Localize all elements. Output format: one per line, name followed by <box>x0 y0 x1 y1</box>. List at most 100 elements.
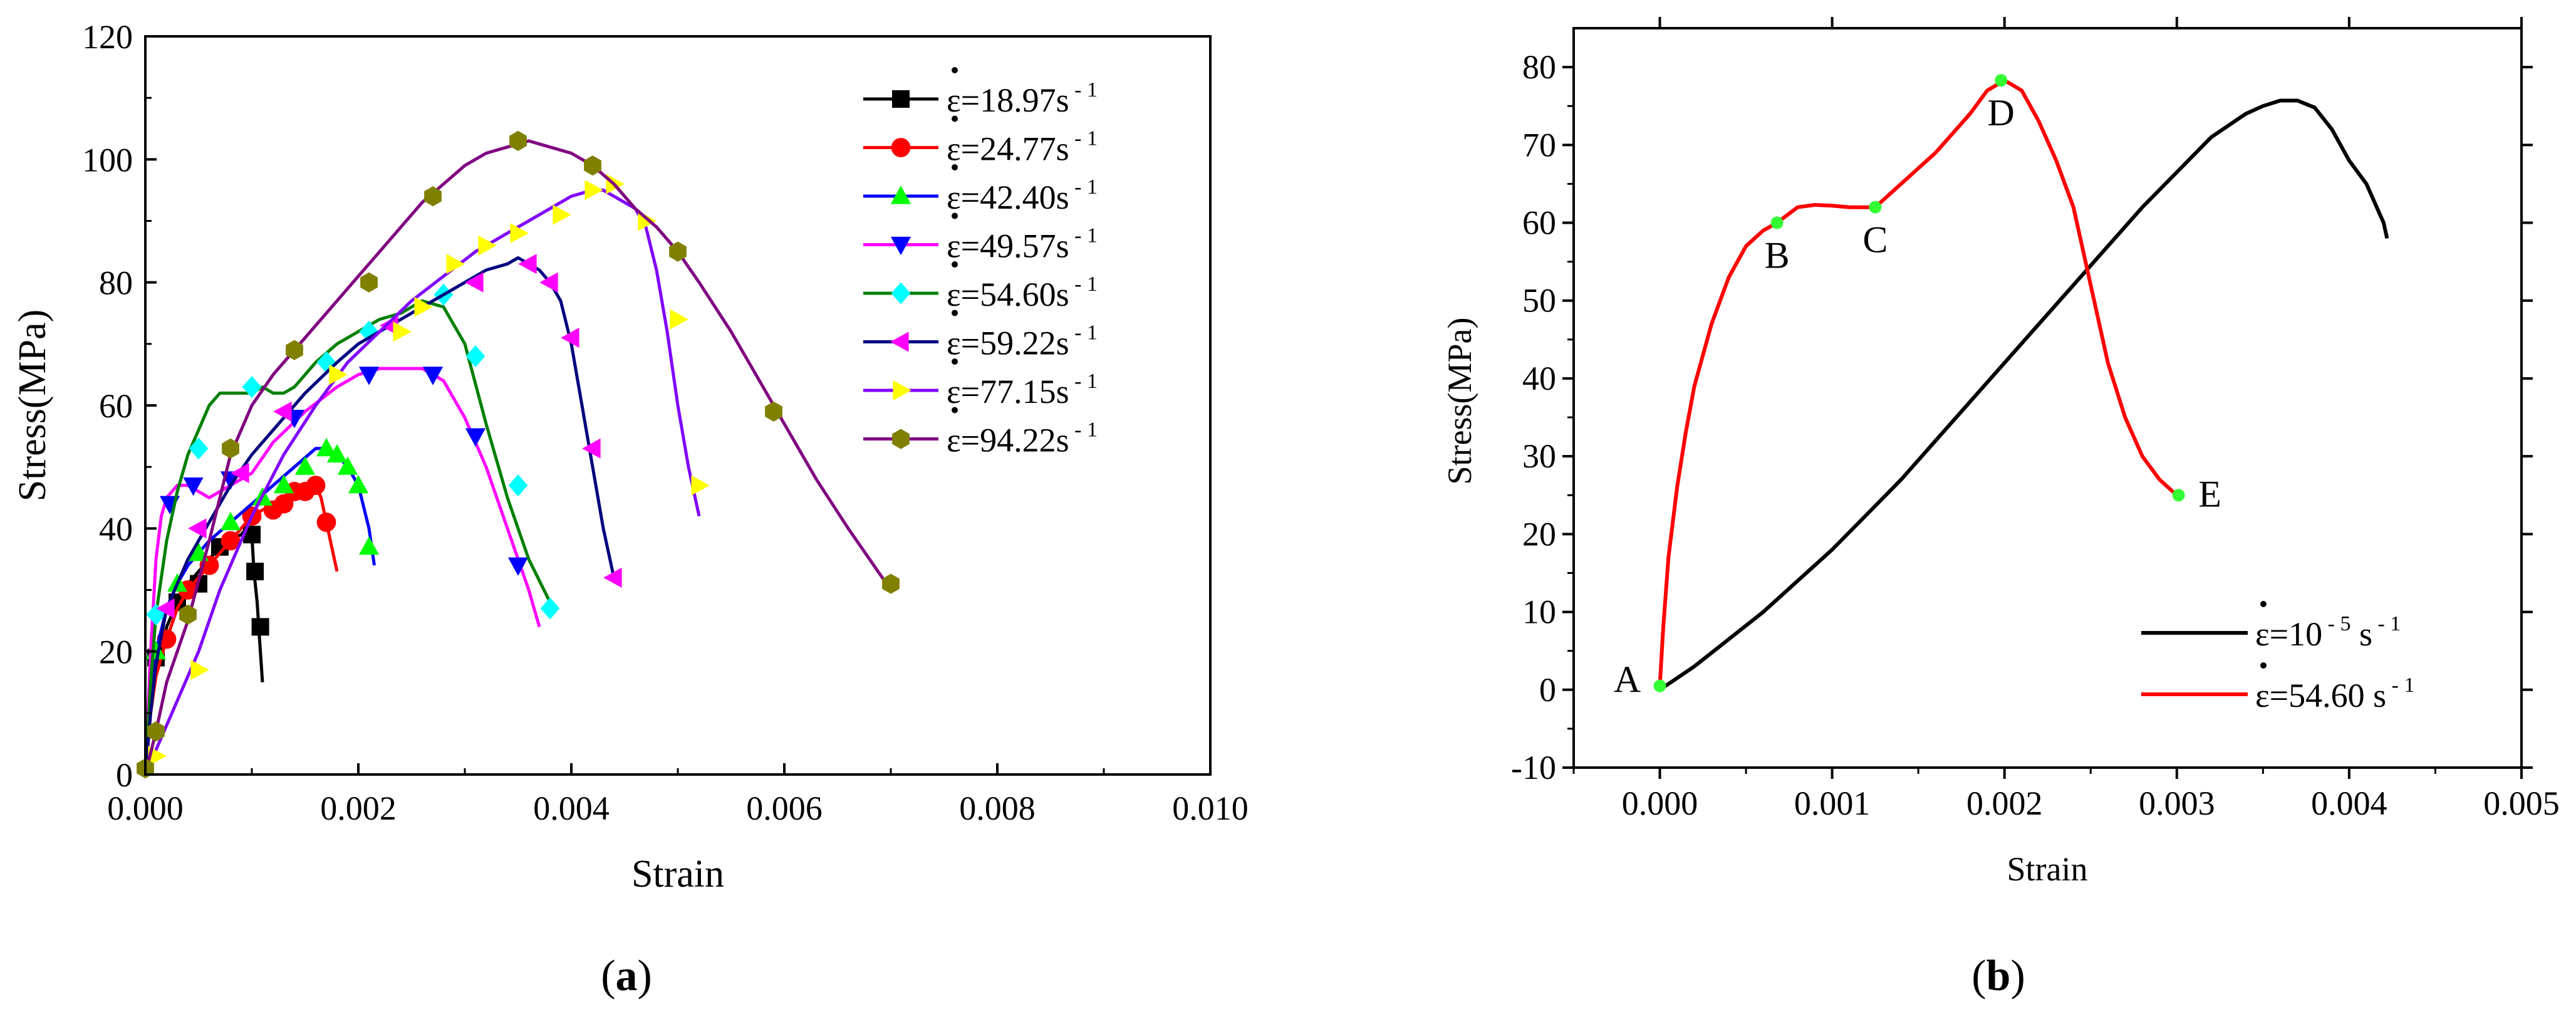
key-point-label: B <box>1765 235 1790 276</box>
data-point <box>147 721 165 742</box>
data-point <box>691 475 710 496</box>
panel-b-chart: 0.000 0.001 0.002 0.003 0.004 0.005 -10 0 10 20 30… <box>1441 17 2560 1000</box>
data-point <box>553 204 571 225</box>
legend-rate-dot <box>952 358 958 365</box>
data-point <box>669 241 687 262</box>
panel-b-x-tick-label: 0.002 <box>1966 785 2043 822</box>
panel-a-chart: 0.000 0.002 0.004 0.006 0.008 0.010 0 20 40 60 80 1… <box>11 18 1249 1000</box>
legend-marker <box>890 331 909 352</box>
data-point <box>582 438 601 459</box>
legend-rate-dot <box>952 164 958 170</box>
legend-rate-dot <box>952 212 958 219</box>
legend-label: ε=24.77s - 1 <box>947 127 1098 168</box>
panel-b-series-line <box>1658 78 2178 686</box>
legend-label: ε=77.15s - 1 <box>947 370 1098 410</box>
panel-b-label-letter: b <box>1987 952 2011 1000</box>
legend-label: ε=49.57s - 1 <box>947 224 1098 265</box>
panel-b-x-tick-label: 0.003 <box>2139 785 2215 822</box>
legend-rate-dot <box>2260 601 2267 607</box>
panel-a-x-tick-label: 0.004 <box>533 790 610 827</box>
panel-b-x-tick-label: 0.001 <box>1794 785 1871 822</box>
legend-marker <box>893 380 911 401</box>
data-point <box>509 130 527 151</box>
data-point <box>242 376 262 398</box>
data-point <box>348 474 369 494</box>
key-point-label: C <box>1862 219 1888 261</box>
panel-a-label-letter: a <box>616 952 638 1000</box>
data-point <box>316 513 336 532</box>
data-point <box>189 437 209 460</box>
panel-a-y-axis-title: Stress(MPa) <box>11 310 54 502</box>
data-point <box>146 603 166 626</box>
panel-b-legend: ε=10 - 5 s - 1 ε=54.60 s - 1 <box>2141 601 2414 714</box>
data-point <box>393 321 412 342</box>
legend-label: ε=54.60s - 1 <box>947 273 1098 313</box>
legend-marker <box>890 185 911 204</box>
key-point-E <box>2172 489 2185 502</box>
data-point <box>670 309 688 330</box>
data-point <box>294 456 316 475</box>
data-point <box>326 444 348 463</box>
key-point-label: A <box>1614 659 1641 701</box>
key-point-A <box>1653 679 1666 692</box>
panel-b-y-tick-label: 70 <box>1522 126 1556 164</box>
data-point <box>507 557 529 576</box>
panel-a-legend: ε=18.97s - 1 ε=24.77s - 1 ε=42.40s - 1 ε=49… <box>863 67 1098 459</box>
legend-label: ε=42.40s - 1 <box>947 175 1098 216</box>
data-point <box>422 367 444 385</box>
panel-b-x-axis-title: Strain <box>2007 850 2088 888</box>
data-point <box>765 401 782 422</box>
data-point <box>424 186 442 207</box>
data-point <box>584 155 601 176</box>
data-point <box>465 428 486 447</box>
panel-a-y-tick-label: 40 <box>99 510 133 548</box>
panel-b-y-tick-label: 0 <box>1539 671 1556 709</box>
panel-a-x-tick-label: 0.008 <box>959 790 1036 827</box>
panel-a-y-tick-label: 80 <box>99 264 133 302</box>
data-point <box>465 272 484 293</box>
legend-marker <box>891 138 911 157</box>
panel-b-label: (b) <box>1971 952 2025 1000</box>
panel-b-y-tick-label: 30 <box>1522 437 1556 475</box>
panel-a-series-group <box>137 130 900 779</box>
panel-a-series-77.15 <box>143 174 710 775</box>
data-point <box>518 254 537 274</box>
data-point <box>273 474 294 494</box>
data-point <box>286 340 303 360</box>
data-point <box>465 345 486 367</box>
panel-b-y-tick-label: 60 <box>1522 204 1556 242</box>
panel-a-x-tick-label: 0.002 <box>320 790 397 827</box>
data-point <box>273 401 292 422</box>
legend-label: ε=18.97s - 1 <box>947 78 1098 119</box>
legend-label: ε=59.22s - 1 <box>947 321 1098 362</box>
key-point-B <box>1770 216 1784 229</box>
data-point <box>222 438 239 459</box>
data-point <box>156 598 175 619</box>
legend-rate-dot <box>952 67 958 73</box>
data-point <box>478 235 497 256</box>
panel-a-x-tick-label: 0.000 <box>107 790 184 827</box>
data-point <box>360 272 378 293</box>
panel-a-y-tick-label: 0 <box>116 756 133 794</box>
panel-a-y-tick-label: 20 <box>99 634 133 671</box>
legend-rate-dot <box>952 261 958 268</box>
data-point <box>329 364 348 385</box>
panel-a-x-tick-label: 0.010 <box>1172 790 1249 827</box>
panel-b-y-tick-label: 20 <box>1522 515 1556 553</box>
data-point <box>561 327 579 348</box>
panel-b-y-tick-label: -10 <box>1511 749 1556 786</box>
panel-b-key-points: A B C D E <box>1614 74 2221 701</box>
panel-a-x-axis-title: Strain <box>631 853 724 895</box>
panel-a-axes: 0.000 0.002 0.004 0.006 0.008 0.010 0 20 40 60 80 1… <box>82 18 1249 827</box>
panel-b-y-tick-label: 40 <box>1522 360 1556 397</box>
data-point <box>446 254 465 274</box>
data-point <box>358 536 380 555</box>
legend-rate-dot <box>952 115 958 122</box>
data-point <box>231 462 249 484</box>
panel-b-y-tick-label: 50 <box>1522 282 1556 320</box>
data-point <box>316 437 337 457</box>
key-point-C <box>1869 201 1882 214</box>
panel-b-series-group <box>1658 78 2389 692</box>
panel-a-series-24.77 <box>143 476 339 775</box>
